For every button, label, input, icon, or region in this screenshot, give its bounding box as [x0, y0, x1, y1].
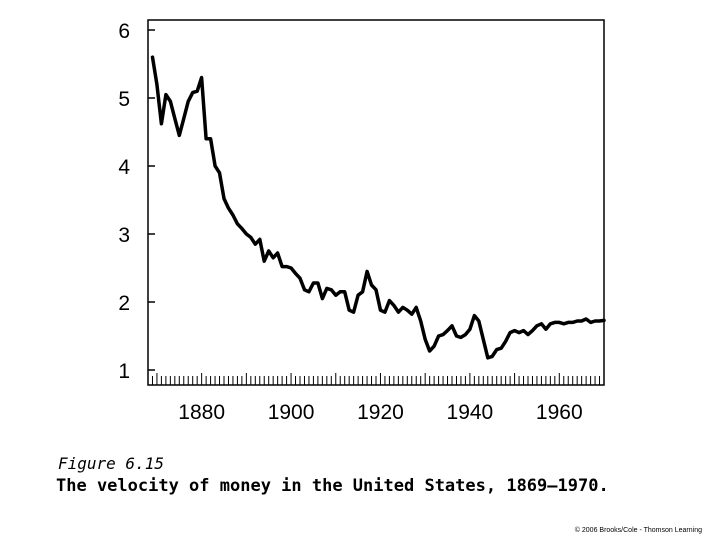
x-tick-label: 1880 — [178, 401, 225, 424]
plot-frame — [147, 19, 605, 386]
figure-number: Figure 6.15 — [58, 454, 164, 473]
y-tick-label: 1 — [118, 360, 130, 383]
y-tick-label: 5 — [118, 88, 130, 111]
y-tick-label: 3 — [118, 224, 130, 247]
x-tick-label: 1920 — [357, 401, 404, 424]
velocity-chart: 1 2 3 4 5 6 1880 1900 1920 1940 1960 — [118, 19, 606, 424]
x-axis: 1880 1900 1920 1940 1960 — [178, 401, 582, 424]
x-tick-label: 1940 — [447, 401, 494, 424]
x-tick-label: 1900 — [268, 401, 315, 424]
x-axis-minor-ticks — [151, 373, 601, 385]
copyright-notice: © 2006 Brooks/Cole - Thomson Learning — [574, 527, 702, 534]
y-axis: 1 2 3 4 5 6 — [118, 20, 155, 383]
y-tick-label: 4 — [118, 156, 130, 179]
velocity-series-line — [150, 55, 606, 360]
y-tick-label: 2 — [118, 292, 130, 315]
y-tick-label: 6 — [118, 20, 130, 43]
figure-caption: The velocity of money in the United Stat… — [56, 476, 609, 496]
x-tick-label: 1960 — [536, 401, 583, 424]
